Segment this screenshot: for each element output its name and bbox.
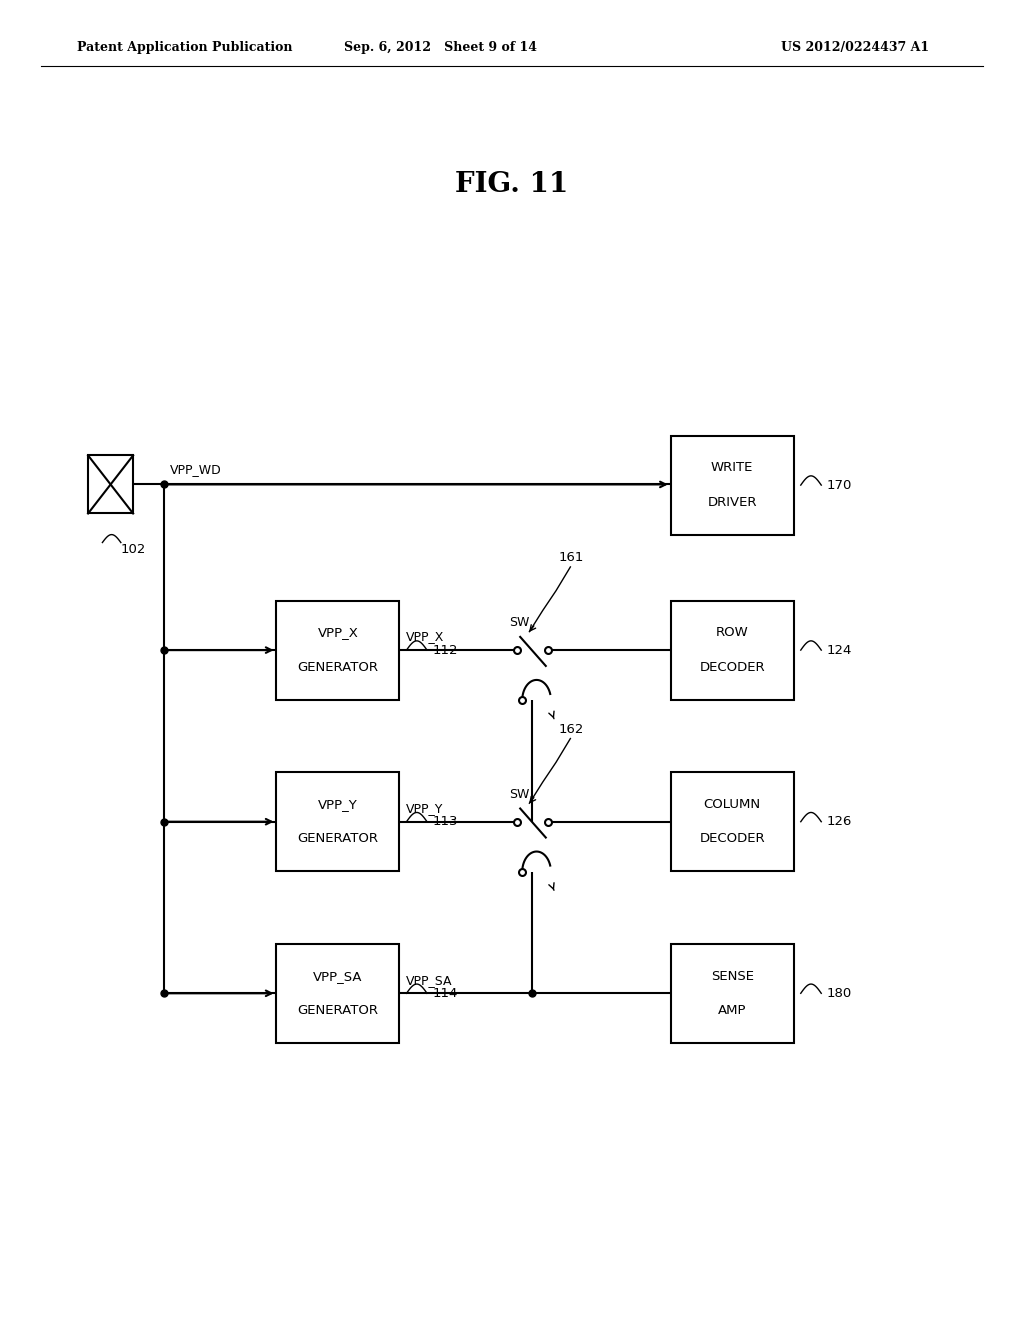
Text: VPP_SA: VPP_SA [406,974,452,987]
Text: 102: 102 [121,543,146,556]
Bar [671,944,794,1043]
Text: GENERATOR: GENERATOR [297,661,379,673]
Bar [88,455,133,513]
Text: SW: SW [509,788,529,800]
Bar [671,436,794,535]
Bar [276,772,399,871]
Text: FIG. 11: FIG. 11 [456,172,568,198]
Text: US 2012/0224437 A1: US 2012/0224437 A1 [781,41,929,54]
Text: 114: 114 [432,987,458,999]
Text: 124: 124 [826,644,852,656]
Bar [276,601,399,700]
Text: Patent Application Publication: Patent Application Publication [77,41,292,54]
Bar [276,944,399,1043]
Text: GENERATOR: GENERATOR [297,1005,379,1016]
Text: GENERATOR: GENERATOR [297,833,379,845]
Text: AMP: AMP [718,1005,746,1016]
Text: COLUMN: COLUMN [703,799,761,810]
Text: SW: SW [509,616,529,630]
Text: DECODER: DECODER [699,661,765,673]
Text: WRITE: WRITE [711,462,754,474]
Text: VPP_X: VPP_X [406,631,443,644]
Text: 170: 170 [826,479,852,491]
Text: VPP_WD: VPP_WD [170,463,222,477]
Bar [671,772,794,871]
Text: VPP_Y: VPP_Y [406,803,442,814]
Text: Sep. 6, 2012   Sheet 9 of 14: Sep. 6, 2012 Sheet 9 of 14 [344,41,537,54]
Bar [671,601,794,700]
Text: 162: 162 [558,723,584,737]
Text: 161: 161 [558,552,584,565]
Text: 112: 112 [432,644,458,656]
Text: VPP_Y: VPP_Y [318,799,357,810]
Text: VPP_X: VPP_X [317,627,358,639]
Text: 180: 180 [826,987,852,999]
Text: 126: 126 [826,816,852,828]
Text: SENSE: SENSE [711,970,754,982]
Text: DRIVER: DRIVER [708,496,757,508]
Text: DECODER: DECODER [699,833,765,845]
Text: ROW: ROW [716,627,749,639]
Text: VPP_SA: VPP_SA [313,970,362,982]
Text: 113: 113 [432,816,458,828]
